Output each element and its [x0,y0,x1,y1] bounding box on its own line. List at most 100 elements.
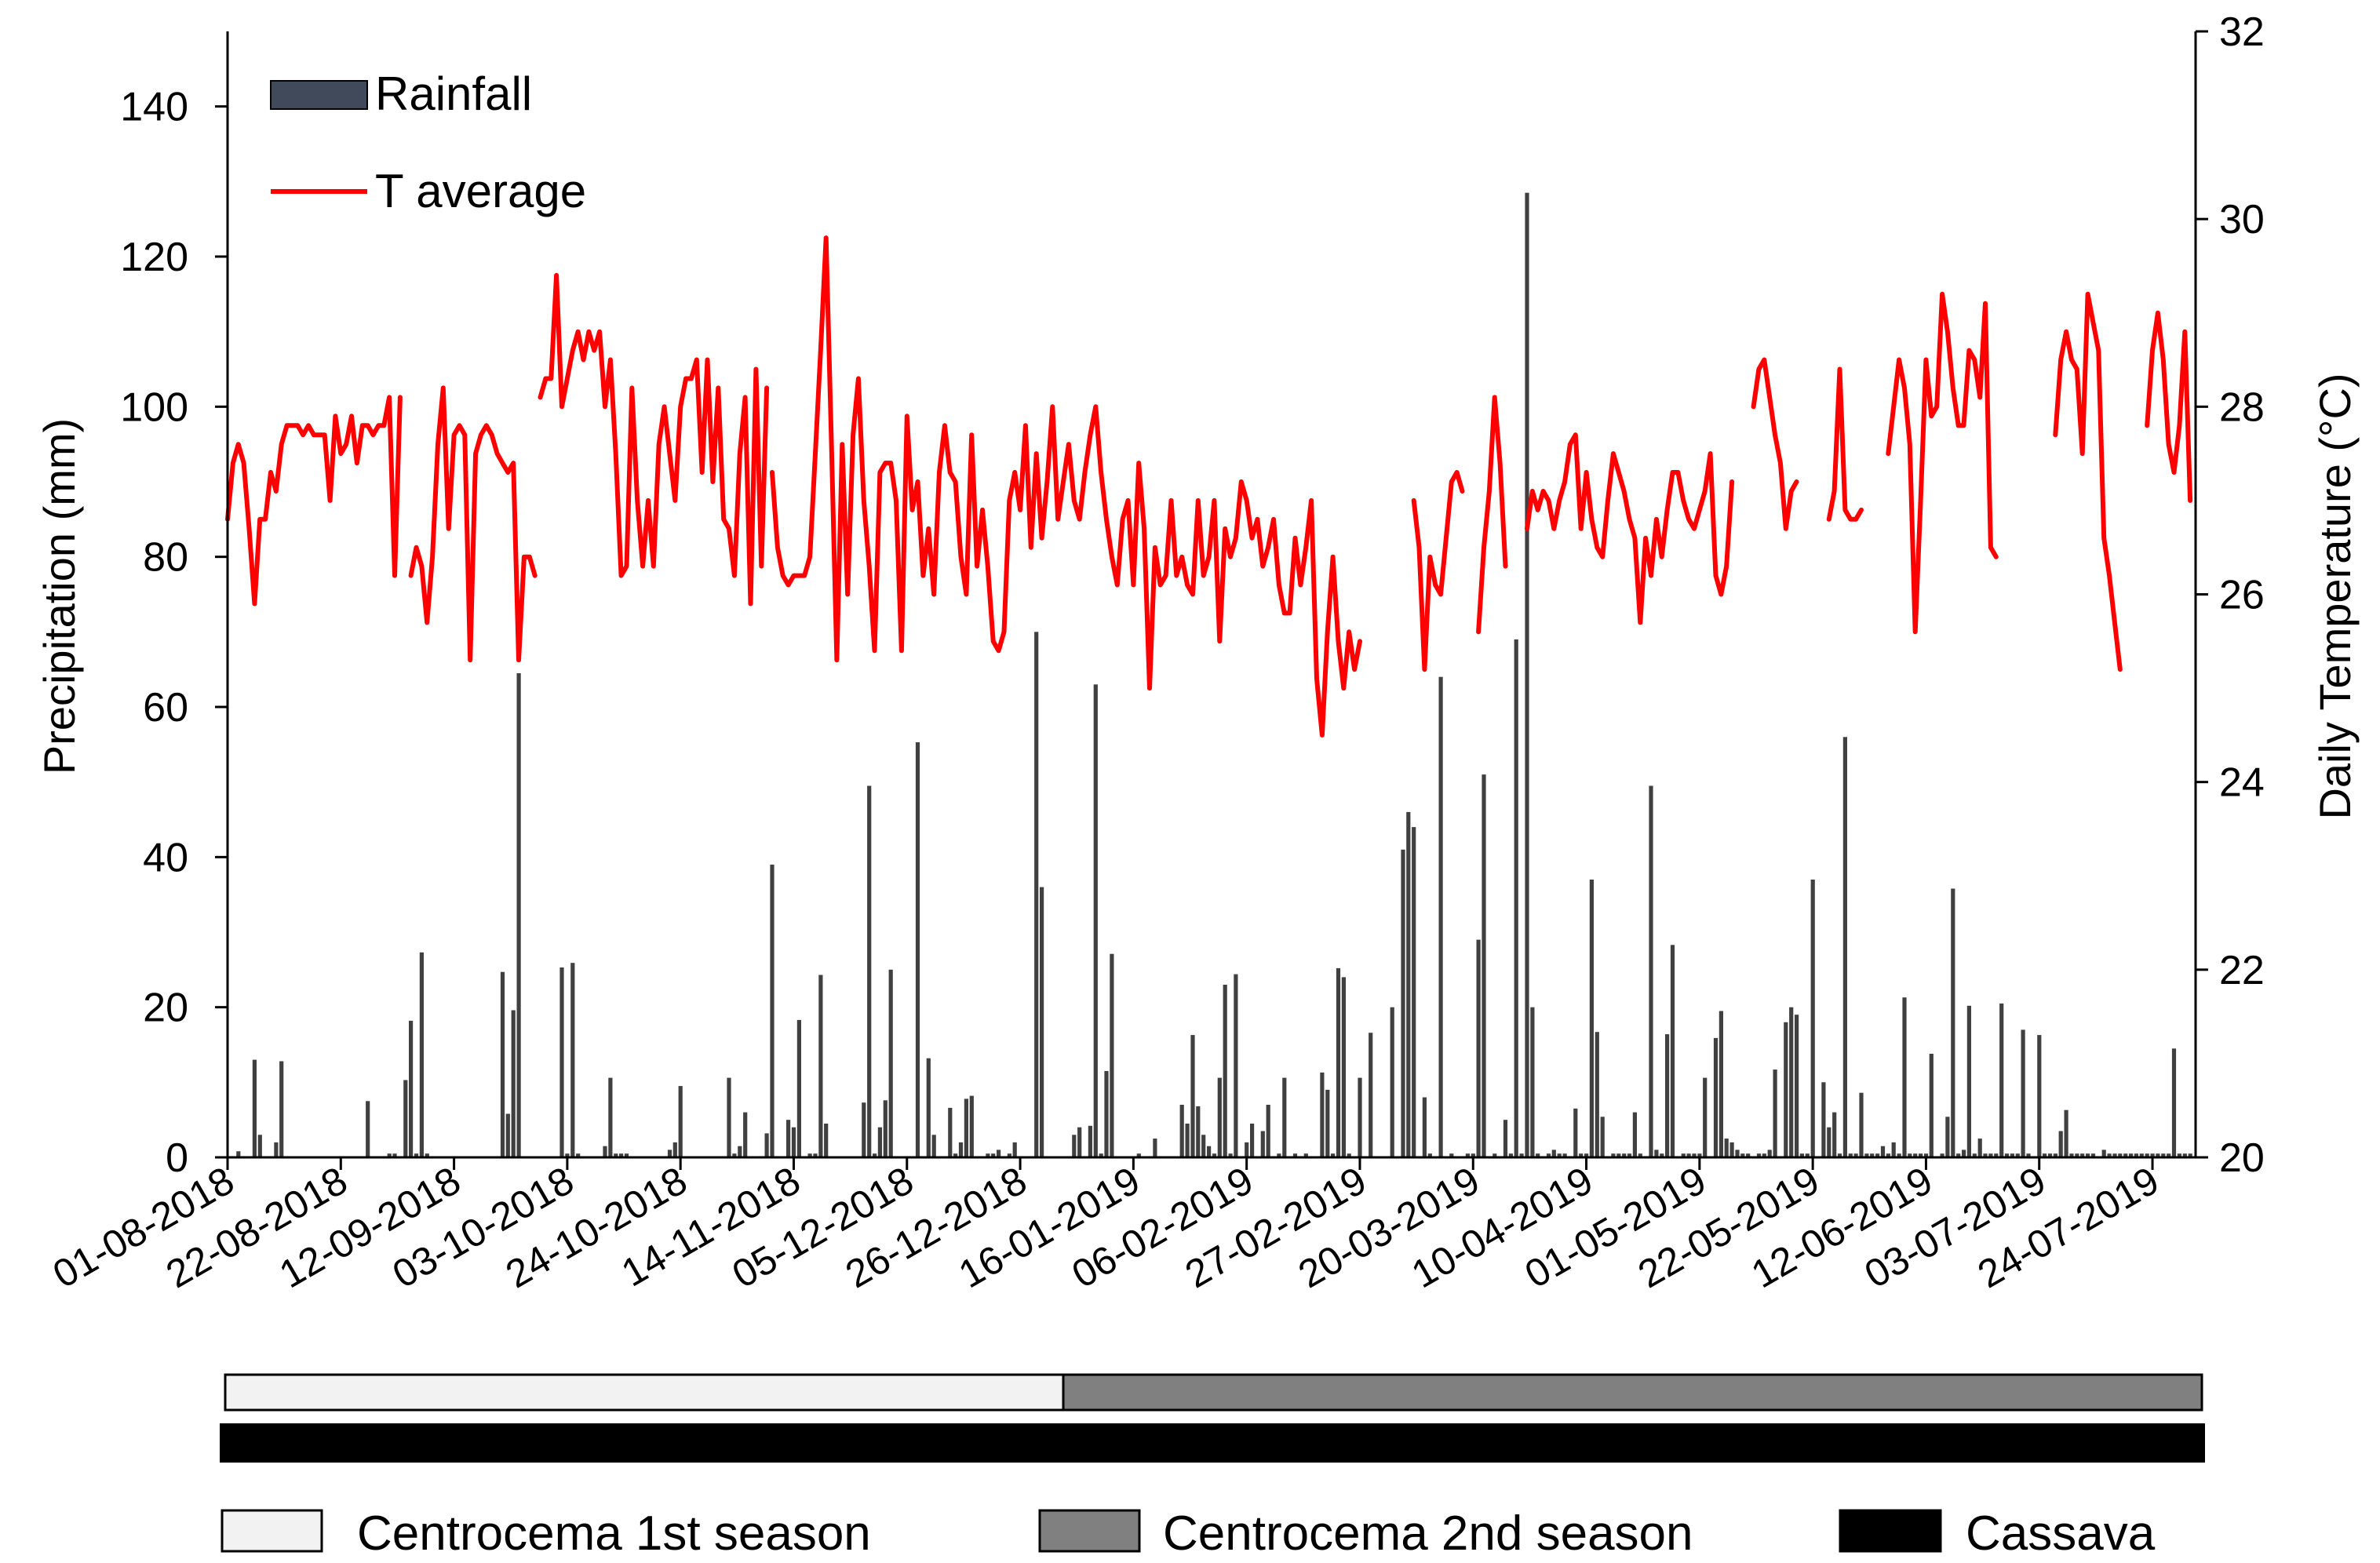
rainfall-bar [2004,1153,2010,1157]
rainfall-bar [1627,1153,1632,1157]
rainfall-bar [1718,1011,1723,1157]
season-legend-swatch-2nd [1038,1509,1141,1553]
legend-label-t-average: T average [375,165,586,217]
rainfall-bar [991,1153,996,1157]
season-legend-swatch-1st [221,1509,323,1553]
rainfall-bar [678,1086,683,1157]
rainfall-bar [387,1153,392,1157]
rainfall-bar [1983,1153,1988,1157]
rainfall-bar [1929,1054,1934,1157]
rainfall-bar [2047,1153,2053,1157]
rainfall-bar [1795,1015,1799,1157]
legend-label-rainfall: Rainfall [375,67,532,120]
rainfall-bar [1951,888,1955,1157]
rainfall-bar [2171,1048,2177,1157]
rainfall-bar [2086,1153,2090,1157]
rainfall-bar [2161,1153,2166,1157]
rainfall-bar [576,1153,581,1157]
rainfall-bar [743,1112,748,1157]
rainfall-bar [1789,1007,1794,1157]
rainfall-bar [2053,1153,2057,1157]
rainfall-bar [1649,785,1653,1157]
rainfall-bar [392,1153,397,1157]
rainfall-bar [1864,1153,1869,1157]
rainfall-bar [1923,1153,1929,1157]
rainfall-bar [1292,1153,1298,1157]
season-timeline [220,1373,2205,1463]
rainfall-bar [1692,1153,1697,1157]
rainfall-bar [1320,1072,1325,1157]
t-average-line [2145,310,2193,503]
rainfall-bar [1536,1153,1540,1157]
rainfall-bar [1072,1135,1077,1157]
rainfall-bar [1110,953,1114,1157]
rainfall-bar [1977,1139,1982,1157]
rainfall-bar [2107,1153,2112,1157]
rainfall-bar [1827,1127,1831,1157]
rainfall-bar [1099,1153,1103,1157]
left-tick-label: 100 [120,384,188,430]
rainfall-bar [2021,1029,2025,1157]
rainfall-bar [2139,1153,2144,1157]
rainfall-bar [1579,1153,1584,1157]
rainfall-bar [770,864,775,1157]
rainfall-bar [559,967,564,1157]
rainfall-bar [1902,997,1907,1157]
rainfall-bar [953,1153,958,1157]
rainfall-bar [1891,1142,1896,1157]
rainfall-bar [1616,1153,1621,1157]
rainfall-bar [1277,1153,1281,1157]
rainfall-bar [1530,1007,1535,1157]
right-y-ticks: 20 22 24 26 28 30 32 [2196,9,2265,1181]
rainfall-bar [883,1100,887,1157]
rainfall-bar [1966,1005,1971,1157]
rainfall-bar [948,1107,953,1157]
rainfall-bar [667,1149,672,1157]
right-tick-label: 20 [2219,1135,2265,1181]
rainfall-bar [2145,1153,2149,1157]
rainfall-bar [500,971,505,1157]
rainfall-bar [1201,1135,1206,1157]
rainfall-bar [791,1127,796,1157]
t-average-line [2053,291,2123,672]
right-tick-label: 28 [2219,384,2265,430]
rainfall-bar [414,1153,419,1157]
left-tick-label: 60 [143,685,188,730]
rainfall-bar [425,1153,429,1157]
rainfall-bar [1913,1153,1918,1157]
rainfall-bar [2015,1153,2020,1157]
rainfall-bar [1508,1153,1513,1157]
x-date-ticks: 01-08-201822-08-201812-09-201803-10-2018… [46,1157,2167,1296]
rainfall-bar [2058,1131,2063,1157]
left-axis-title: Precipitation (mm) [35,418,84,774]
rainfall-bar [1999,1003,2004,1157]
rainfall-bar [969,1095,974,1157]
rainfall-bar [1493,1153,1497,1157]
rainfall-bar [1040,887,1044,1157]
rainfall-bar [1837,1153,1842,1157]
rainfall-bar [1886,1153,1890,1157]
rainfall-bar [619,1153,624,1157]
season-legend-label-1st: Centrocema 1st season [357,1507,871,1561]
rainfall-bar [603,1146,607,1157]
t-average-line [1751,357,1799,531]
left-tick-label: 120 [120,235,188,280]
rainfall-bar [1266,1105,1270,1157]
rainfall-bar [2090,1153,2096,1157]
rainfall-bar [505,1113,510,1157]
left-tick-label: 0 [166,1135,188,1181]
rainfall-bar [1104,1071,1109,1157]
rainfall-bar [764,1133,769,1157]
rainfall-bar [1945,1117,1950,1157]
rainfall-bar [2156,1153,2160,1157]
left-tick-label: 80 [143,535,188,581]
rainfall-bar [2182,1153,2187,1157]
rainfall-bar [366,1101,370,1158]
rainfall-bar [1007,1153,1011,1157]
temperature-lines [225,235,2193,738]
t-average-line [1886,291,1999,635]
rainfall-bar [1412,827,1416,1157]
rainfall-bar [1848,1153,1853,1157]
rainfall-bar [1810,880,1815,1157]
rainfall-bar [1821,1082,1826,1157]
